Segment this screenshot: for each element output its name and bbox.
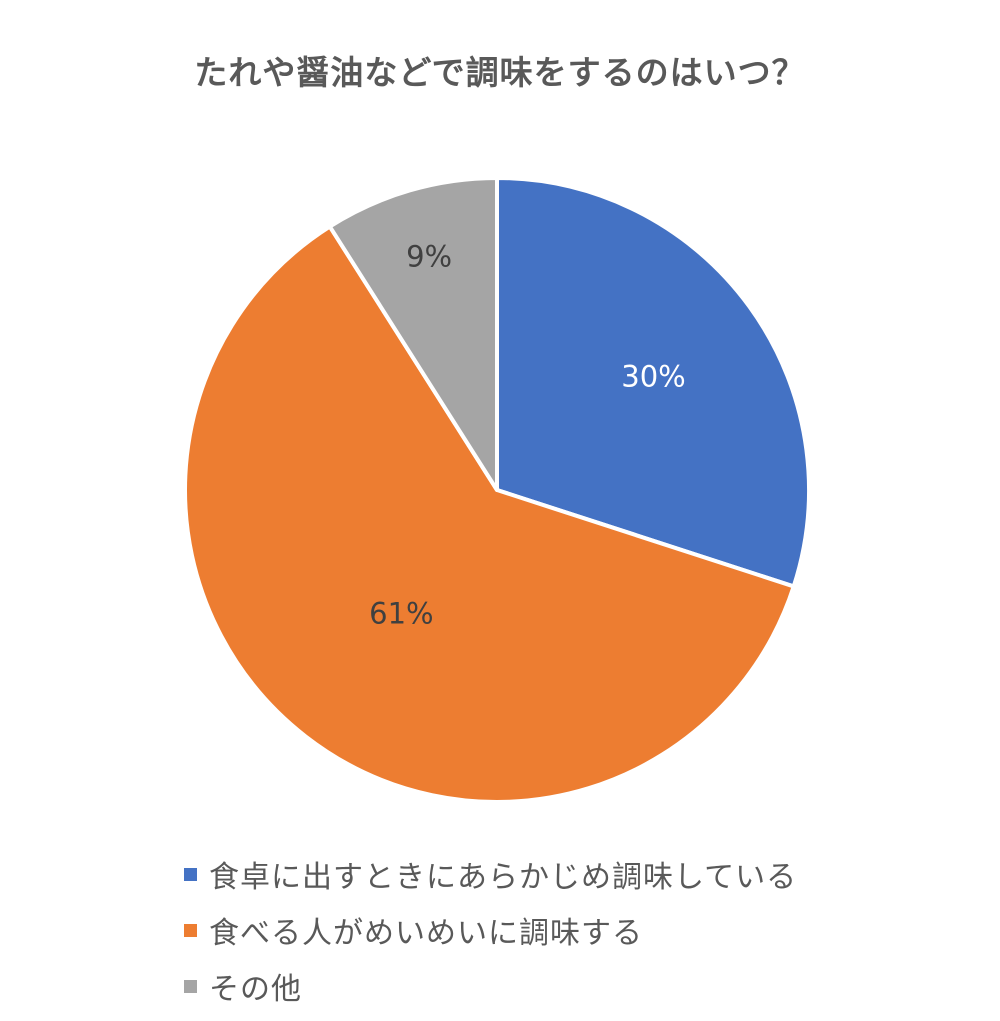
- slice-individual: [183, 224, 796, 804]
- chart-legend: 食卓に出すときにあらかじめ調味している 食べる人がめいめいに調味する その他: [184, 846, 964, 1014]
- slice-other: [327, 176, 499, 492]
- slice-prepared: [495, 176, 811, 589]
- legend-item: その他: [184, 958, 964, 1014]
- data-label: 30%: [621, 359, 685, 393]
- legend-item: 食卓に出すときにあらかじめ調味している: [184, 846, 964, 902]
- legend-swatch: [184, 979, 197, 993]
- legend-swatch: [184, 923, 197, 937]
- pie-chart: 30% 61% 9%: [183, 176, 811, 804]
- legend-label: 食べる人がめいめいに調味する: [209, 916, 643, 951]
- data-label: 9%: [406, 239, 452, 273]
- chart-title: たれや醤油などで調味をするのはいつ？: [194, 53, 806, 92]
- legend-swatch: [184, 867, 197, 881]
- pie-slices: [183, 176, 811, 804]
- legend-item: 食べる人がめいめいに調味する: [184, 902, 964, 958]
- data-label: 61%: [369, 596, 433, 630]
- legend-label: その他: [209, 972, 302, 1007]
- legend-label: 食卓に出すときにあらかじめ調味している: [209, 860, 798, 895]
- pie-data-labels: 30% 61% 9%: [369, 239, 686, 630]
